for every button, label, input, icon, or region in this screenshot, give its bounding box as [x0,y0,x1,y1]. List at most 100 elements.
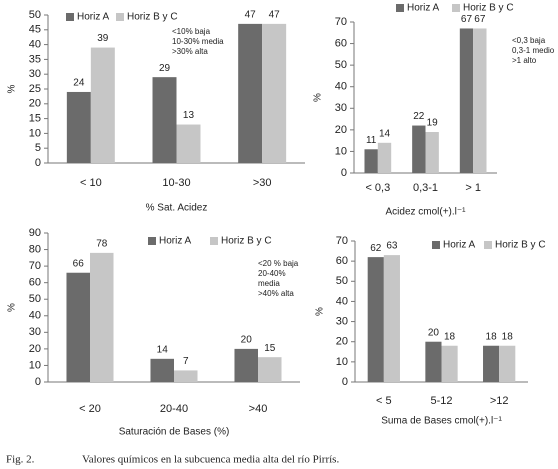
y-tick-label: 10 [29,127,41,139]
bar [425,341,442,382]
legend-swatch [484,241,492,249]
annotation: >30% alta [172,47,208,56]
legend-swatch [396,4,404,12]
y-axis-label: % [7,84,18,93]
data-label: 15 [264,343,276,354]
annotation: 0,3-1 medio [512,46,555,55]
legend-swatch [210,237,218,245]
bar [152,77,177,163]
bar [66,91,91,163]
bar [90,47,115,164]
legend-swatch [66,13,74,21]
data-label: 47 [245,10,257,21]
data-label: 11 [366,135,377,146]
y-tick-label: 35 [29,53,41,65]
y-tick-label: 60 [335,37,347,49]
y-tick-label: 20 [29,343,41,355]
bar [238,23,263,163]
bar [176,124,201,163]
bar [258,357,282,382]
x-axis-label: Acidez cmol(+).l⁻¹ [385,207,466,218]
x-tick-label: < 10 [80,177,102,189]
y-tick-label: 40 [336,295,348,307]
y-tick-label: 0 [35,157,41,169]
y-tick-label: 25 [29,83,41,95]
x-tick-label: >30 [253,177,272,189]
bar [499,345,516,382]
x-tick-label: >12 [490,395,509,407]
legend-swatch [148,237,156,245]
y-tick-label: 30 [29,326,41,338]
annotation: 10-30% media [172,37,224,46]
bar [66,272,90,382]
bar [174,370,198,382]
y-tick-label: 10 [29,359,41,371]
x-tick-label: >40 [249,403,268,415]
y-tick-label: 40 [29,310,41,322]
y-tick-label: 70 [335,16,347,28]
y-tick-label: 70 [29,260,41,272]
bar [483,345,500,382]
data-label: 22 [413,111,425,122]
x-tick-label: 0,3-1 [413,182,438,194]
data-label: 18 [486,331,498,342]
data-label: 20 [428,327,440,338]
caption-text: Valores químicos en la subcuenca media a… [82,454,339,466]
legend-label: Horiz B y C [127,12,178,23]
legend-swatch [452,4,460,12]
y-tick-label: 50 [335,59,347,71]
legend-label: Horiz A [407,3,440,14]
y-tick-label: 40 [29,39,41,51]
y-axis-label: % [7,303,18,312]
x-axis-label: Suma de Bases cmol(+).l⁻¹ [381,416,502,427]
y-tick-label: 30 [335,102,347,114]
y-tick-label: 15 [29,113,41,125]
y-tick-label: 80 [29,243,41,255]
data-label: 14 [157,344,169,355]
y-tick-label: 30 [29,68,41,80]
bar [364,149,378,173]
y-tick-label: 60 [336,255,348,267]
data-label: 63 [386,241,398,252]
data-label: 29 [159,63,171,74]
caption-label: Fig. 2. [6,454,35,466]
data-label: 13 [183,110,195,121]
annotation: <10% baja [172,27,211,36]
y-tick-label: 20 [336,336,348,348]
legend-swatch [116,13,124,21]
y-tick-label: 90 [29,227,41,239]
legend-label: Horiz B y C [463,3,514,14]
data-label: 67 [461,14,473,25]
x-tick-label: < 20 [79,403,101,415]
y-tick-label: 0 [341,167,347,179]
data-label: 14 [379,128,391,139]
annotation: >40% alta [258,289,294,298]
bar [367,257,384,382]
legend-swatch [432,241,440,249]
y-tick-label: 50 [29,293,41,305]
y-tick-label: 0 [35,376,41,388]
y-tick-label: 40 [335,81,347,93]
data-label: 39 [97,33,109,44]
data-label: 78 [96,239,108,250]
y-tick-label: 70 [336,235,348,247]
data-label: 18 [444,331,456,342]
data-label: 7 [183,356,189,367]
data-label: 24 [73,78,85,89]
legend-label: Horiz B y C [495,240,546,251]
y-tick-label: 50 [29,9,41,21]
y-axis-label: % [313,93,324,102]
y-tick-label: 0 [342,376,348,388]
bar [459,28,474,173]
data-label: 20 [241,335,253,346]
x-tick-label: 5-12 [430,395,452,407]
x-tick-label: 10-30 [162,177,190,189]
annotation: <20 % baja [258,259,299,268]
annotation: 20-40% [258,269,286,278]
bar [425,132,439,173]
y-tick-label: 5 [35,142,41,154]
y-tick-label: 10 [335,145,347,157]
y-tick-label: 30 [336,315,348,327]
x-tick-label: 20-40 [160,403,188,415]
legend-label: Horiz B y C [221,236,272,247]
